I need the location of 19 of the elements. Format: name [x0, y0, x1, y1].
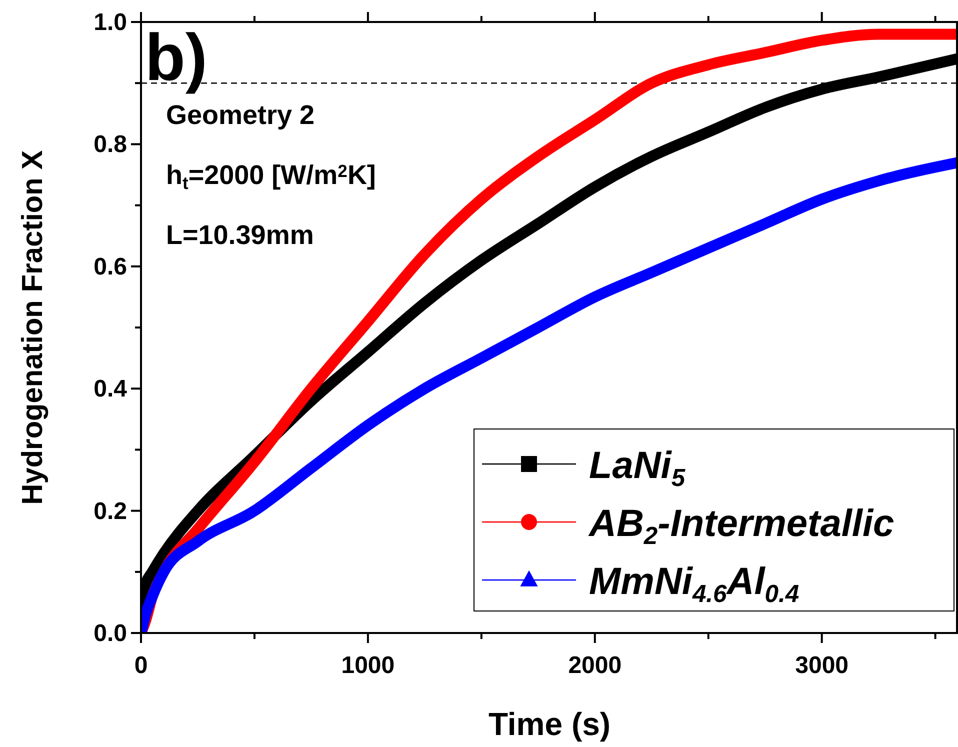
x-tick-label: 1000	[341, 652, 395, 679]
legend-label: MmNi$_{4.6}$Al$_{0.4}$	[589, 561, 800, 608]
legend-label: AB$_{2}$-Intermetallic	[588, 503, 894, 550]
text: 1.0	[94, 9, 127, 36]
y-tick-label: 0.6	[94, 253, 127, 280]
y-axis-title: Hydrogenation Fraction X	[17, 150, 49, 505]
annotation: b)	[145, 20, 208, 94]
text: 0.0	[94, 620, 127, 647]
x-tick-label: 2000	[568, 652, 622, 679]
y-tick-label: 0.8	[94, 131, 127, 158]
x-tick-label: 0	[134, 652, 148, 679]
annotation: h$_{t}$=2000 [W/m$^{2}$K]	[166, 160, 376, 194]
annotation: Geometry 2	[166, 100, 315, 130]
legend-label: LaNi$_{5}$	[589, 445, 686, 492]
y-tick-label: 0.2	[94, 498, 127, 525]
y-tick-label: 0.4	[94, 376, 128, 403]
annotation: L=10.39mm	[166, 220, 314, 250]
x-axis-title: Time (s)	[488, 706, 611, 742]
x-tick-label: 3000	[795, 652, 849, 679]
